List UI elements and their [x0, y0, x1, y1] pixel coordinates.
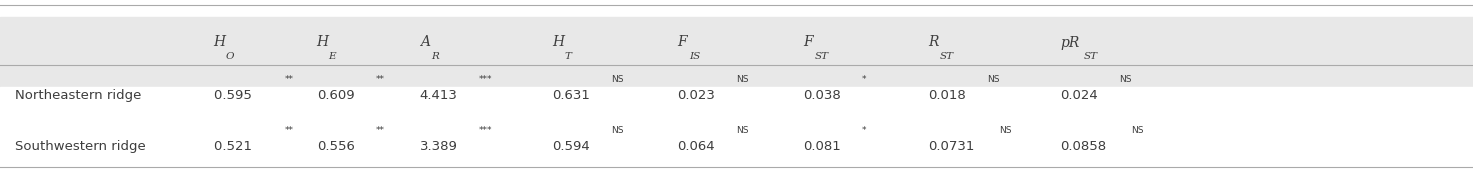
Text: O: O: [225, 53, 234, 61]
Text: **: **: [284, 126, 293, 135]
Text: 0.0858: 0.0858: [1061, 140, 1106, 153]
Text: A: A: [420, 36, 430, 49]
Text: 0.038: 0.038: [803, 89, 841, 102]
Text: ***: ***: [479, 126, 492, 135]
Text: E: E: [328, 53, 336, 61]
Text: 0.595: 0.595: [214, 89, 256, 102]
Text: 0.609: 0.609: [317, 89, 355, 102]
Text: NS: NS: [1119, 75, 1131, 84]
Text: F: F: [803, 36, 813, 49]
Text: 0.0731: 0.0731: [928, 140, 974, 153]
Text: Southwestern ridge: Southwestern ridge: [15, 140, 146, 153]
Text: ST: ST: [940, 53, 955, 61]
Text: *: *: [862, 126, 866, 135]
Text: 0.064: 0.064: [678, 140, 716, 153]
Text: 0.024: 0.024: [1061, 89, 1099, 102]
Text: NS: NS: [736, 75, 748, 84]
Text: H: H: [317, 36, 328, 49]
Bar: [0, 87, 1473, 167]
Text: T: T: [564, 53, 572, 61]
Text: 0.018: 0.018: [928, 89, 966, 102]
Text: NS: NS: [999, 126, 1010, 135]
Text: ST: ST: [815, 53, 829, 61]
Text: 3.389: 3.389: [420, 140, 458, 153]
Text: ***: ***: [479, 75, 492, 84]
Text: NS: NS: [611, 126, 623, 135]
Text: 4.413: 4.413: [420, 89, 458, 102]
Text: **: **: [376, 126, 384, 135]
Text: 0.521: 0.521: [214, 140, 256, 153]
Text: IS: IS: [689, 53, 701, 61]
Text: 0.556: 0.556: [317, 140, 355, 153]
Text: 0.023: 0.023: [678, 89, 716, 102]
Text: R: R: [432, 53, 439, 61]
Text: NS: NS: [611, 75, 623, 84]
Text: 0.631: 0.631: [552, 89, 591, 102]
Bar: [0, 17, 1473, 88]
Text: F: F: [678, 36, 688, 49]
Text: Northeastern ridge: Northeastern ridge: [15, 89, 141, 102]
Text: 0.594: 0.594: [552, 140, 591, 153]
Text: **: **: [284, 75, 293, 84]
Text: NS: NS: [1131, 126, 1143, 135]
Text: pR: pR: [1061, 36, 1080, 49]
Text: 0.081: 0.081: [803, 140, 841, 153]
Text: NS: NS: [987, 75, 999, 84]
Text: **: **: [376, 75, 384, 84]
Text: *: *: [862, 75, 866, 84]
Text: H: H: [214, 36, 225, 49]
Text: NS: NS: [736, 126, 748, 135]
Text: H: H: [552, 36, 564, 49]
Text: ST: ST: [1084, 53, 1099, 61]
Text: R: R: [928, 36, 938, 49]
